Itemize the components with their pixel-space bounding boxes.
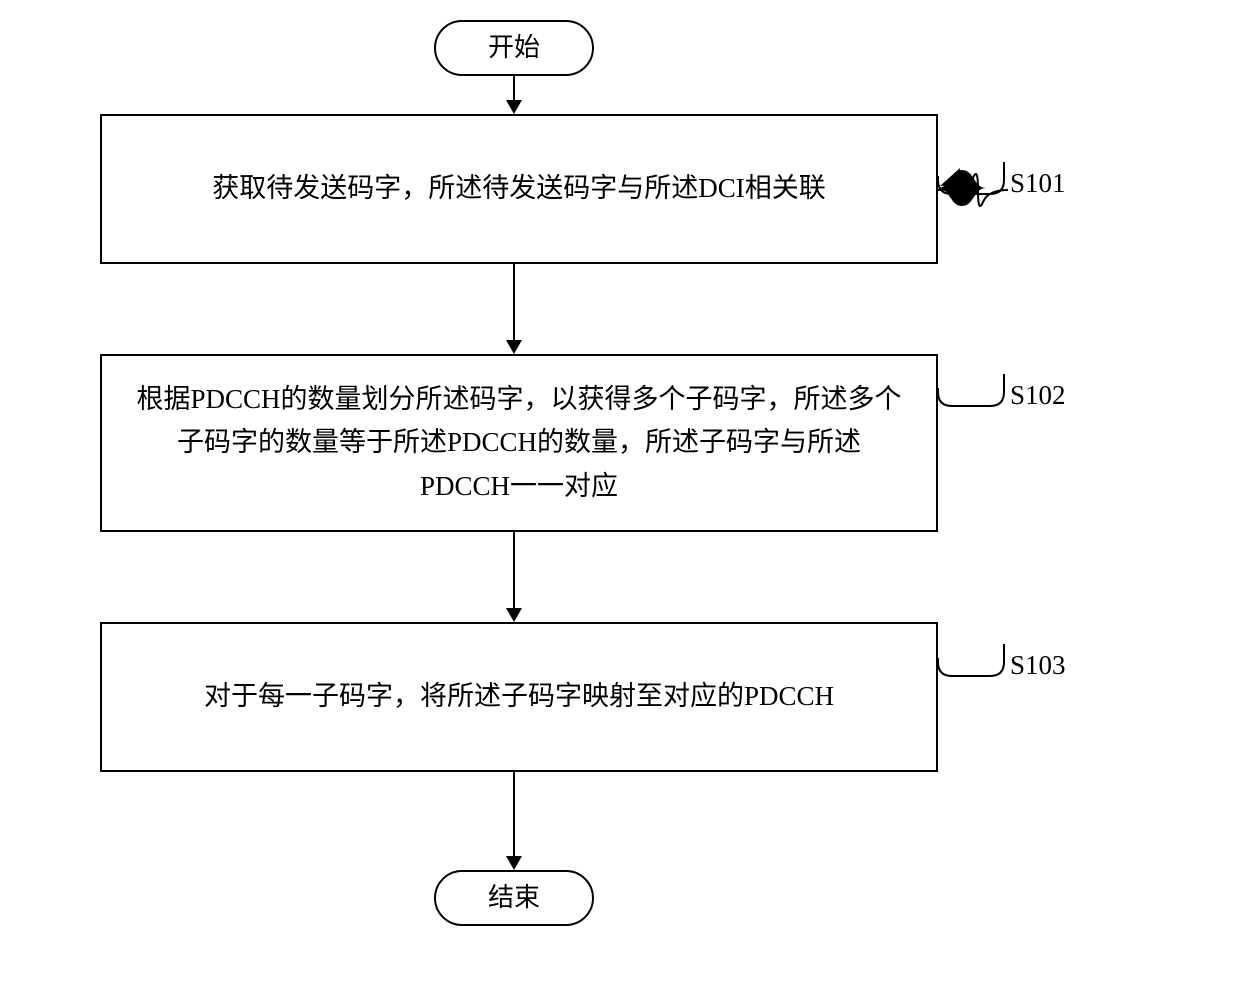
arrow-s103-end bbox=[506, 856, 522, 870]
edge-start-s101 bbox=[513, 76, 515, 100]
label-s103: S103 bbox=[1010, 650, 1066, 681]
process-s102: 根据PDCCH的数量划分所述码字，以获得多个子码字，所述多个子码字的数量等于所述… bbox=[100, 354, 938, 532]
hook-s102 bbox=[938, 370, 1012, 426]
arrow-s102-s103 bbox=[506, 608, 522, 622]
flowchart-container: 开始 获取待发送码字，所述待发送码字与所述DCI相关联 S101 根据PDCCH… bbox=[0, 0, 1240, 990]
terminal-end-text: 结束 bbox=[488, 877, 540, 919]
process-s101: 获取待发送码字，所述待发送码字与所述DCI相关联 bbox=[100, 114, 938, 264]
label-s101: S101 bbox=[1010, 168, 1066, 199]
terminal-end: 结束 bbox=[434, 870, 594, 926]
process-s101-text: 获取待发送码字，所述待发送码字与所述DCI相关联 bbox=[212, 167, 826, 210]
edge-s102-s103 bbox=[513, 532, 515, 608]
edge-s103-end bbox=[513, 772, 515, 856]
hook-s103 bbox=[938, 640, 1012, 696]
terminal-start: 开始 bbox=[434, 20, 594, 76]
process-s103: 对于每一子码字，将所述子码字映射至对应的PDCCH bbox=[100, 622, 938, 772]
label-s103-text: S103 bbox=[1010, 650, 1066, 680]
label-s102: S102 bbox=[1010, 380, 1066, 411]
edge-s101-s102 bbox=[513, 264, 515, 340]
arrow-start-s101 bbox=[506, 100, 522, 114]
terminal-start-text: 开始 bbox=[488, 27, 540, 69]
label-s101-text: S101 bbox=[1010, 168, 1066, 198]
hook-s101 bbox=[938, 158, 1012, 214]
arrow-s101-s102 bbox=[506, 340, 522, 354]
process-s102-text: 根据PDCCH的数量划分所述码字，以获得多个子码字，所述多个子码字的数量等于所述… bbox=[132, 378, 906, 508]
process-s103-text: 对于每一子码字，将所述子码字映射至对应的PDCCH bbox=[204, 675, 834, 718]
label-s102-text: S102 bbox=[1010, 380, 1066, 410]
